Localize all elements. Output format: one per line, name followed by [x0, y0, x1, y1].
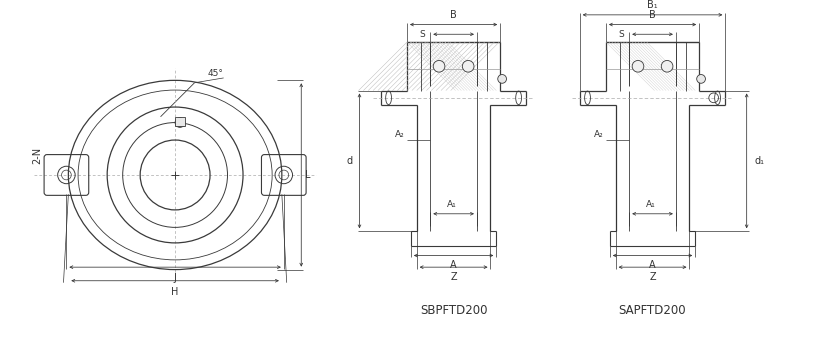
Ellipse shape [661, 61, 673, 72]
Text: Z: Z [650, 272, 656, 282]
Text: J: J [174, 273, 176, 283]
Text: SAPFTD200: SAPFTD200 [619, 304, 686, 317]
Text: B: B [650, 10, 656, 20]
Text: A₂: A₂ [594, 130, 604, 140]
Text: SBPFTD200: SBPFTD200 [420, 304, 487, 317]
Text: A₁: A₁ [645, 200, 655, 209]
Text: S: S [419, 30, 425, 39]
Text: 2-N: 2-N [33, 147, 42, 164]
Text: d: d [347, 156, 353, 166]
Text: S: S [619, 30, 624, 39]
Text: d₁: d₁ [755, 156, 765, 166]
Text: A₁: A₁ [447, 200, 456, 209]
Ellipse shape [632, 61, 644, 72]
Text: Z: Z [450, 272, 457, 282]
Bar [175, 117, 184, 126]
Text: L: L [305, 170, 311, 180]
Text: 45°: 45° [208, 69, 224, 78]
Text: A₂: A₂ [395, 130, 405, 140]
Ellipse shape [498, 75, 507, 83]
Ellipse shape [463, 61, 474, 72]
Text: A: A [450, 260, 457, 270]
Text: H: H [171, 287, 179, 296]
Ellipse shape [697, 75, 705, 83]
Text: B: B [450, 10, 457, 20]
Ellipse shape [433, 61, 445, 72]
Text: A: A [650, 260, 656, 270]
Text: B₁: B₁ [647, 0, 658, 10]
